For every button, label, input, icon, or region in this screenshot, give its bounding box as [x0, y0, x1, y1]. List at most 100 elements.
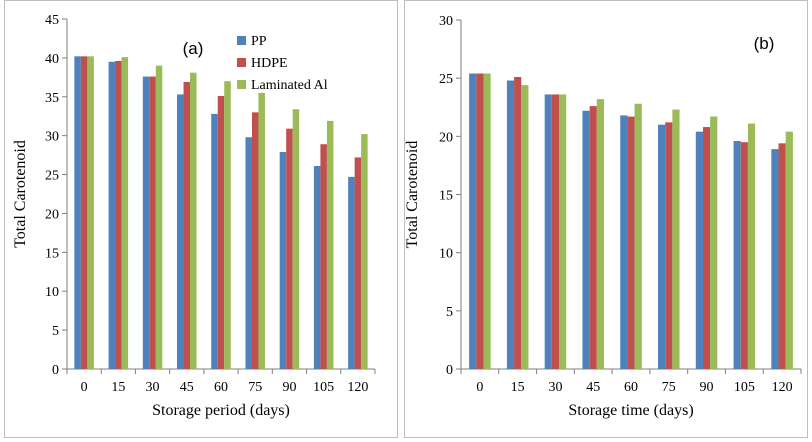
chart-b-bar-pp-0 [469, 73, 477, 369]
chart-a-bar-laminated-al-60 [224, 81, 231, 369]
chart-a-x-tick-label: 30 [146, 380, 160, 395]
chart-b-bar-hdpe-15 [514, 77, 522, 370]
chart-a-bar-laminated-al-120 [361, 134, 368, 369]
chart-a-y-tick-label: 35 [45, 91, 59, 106]
chart-a-x-tick-label: 15 [111, 380, 125, 395]
chart-b-bar-laminated-al-105 [747, 123, 756, 369]
chart-a-panel-label: (a) [183, 39, 204, 58]
chart-a-legend-label: Laminated Al [251, 78, 328, 93]
chart-b-bar-hdpe-90 [702, 127, 711, 369]
chart-a-bar-hdpe-60 [217, 96, 225, 369]
chart-a-bar-pp-120 [348, 176, 355, 369]
chart-a-bar-laminated-al-75 [258, 92, 265, 369]
chart-a-bar-pp-75 [245, 137, 252, 369]
chart-a-bar-pp-105 [313, 166, 321, 369]
chart-b-bar-laminated-al-15 [521, 85, 529, 369]
chart-b-x-tick-label: 120 [772, 380, 793, 395]
chart-a-legend-label: HDPE [251, 56, 288, 71]
chart-a-bar-hdpe-0 [80, 56, 88, 369]
chart-a-bar-hdpe-90 [286, 128, 293, 369]
chart-a-bar-pp-90 [279, 152, 287, 369]
chart-b-bar-pp-105 [733, 140, 741, 369]
chart-a-bar-hdpe-45 [183, 82, 191, 369]
chart-b-bar-pp-120 [771, 149, 779, 369]
chart-b-y-tick-label: 0 [446, 363, 453, 378]
chart-b-y-tick-label: 15 [439, 189, 453, 204]
chart-a-x-tick-label: 105 [313, 380, 334, 395]
chart-b-x-tick-label: 90 [700, 380, 714, 395]
chart-panel-b: 0 5 10 15 20 25 30 0 15 30 45 60 75 90 105 120 Storage t… [404, 0, 808, 438]
chart-a-bar-hdpe-105 [320, 144, 327, 369]
chart-a-x-tick-label: 90 [282, 380, 296, 395]
chart-b-bar-hdpe-0 [476, 73, 484, 369]
chart-b-bar-hdpe-45 [589, 106, 597, 369]
chart-b-x-tick-label: 45 [586, 380, 600, 395]
chart-b-y-tick-label: 25 [439, 72, 453, 87]
chart-b-x-tick-label: 30 [548, 380, 562, 395]
chart-a-bar-pp-15 [108, 61, 116, 370]
chart-b-x-tick-label: 15 [511, 380, 525, 395]
chart-a-y-tick-label: 45 [45, 13, 59, 28]
chart-a-legend-label: PP [251, 34, 267, 49]
chart-a-x-tick-label: 60 [214, 380, 228, 395]
chart-b-bar-hdpe-120 [778, 143, 786, 369]
chart-b-svg: 0 5 10 15 20 25 30 0 15 30 45 60 75 90 105 120 Storage t… [405, 14, 802, 419]
chart-a-bar-laminated-al-15 [121, 57, 129, 369]
chart-a-y-tick-label: 25 [45, 169, 59, 184]
chart-a-y-tick-label: 30 [45, 130, 59, 145]
chart-b-y-tick-label: 10 [439, 247, 453, 262]
chart-a-bar-hdpe-120 [354, 157, 362, 369]
chart-a-y-tick-label: 5 [52, 324, 59, 339]
chart-a-svg: 0 5 10 15 20 25 30 35 40 45 0 15 30 45 60 75 90 105 120 Sto… [12, 13, 376, 419]
chart-b-bar-hdpe-105 [740, 142, 748, 369]
chart-b-x-tick-label: 75 [662, 380, 676, 395]
chart-a-legend-swatch-laminated-al [237, 80, 246, 89]
chart-a-y-axis-title: Total Carotenoid [12, 140, 29, 248]
chart-b-bar-laminated-al-0 [483, 73, 491, 369]
chart-b-bar-laminated-al-90 [710, 116, 718, 369]
chart-b-x-tick-label: 0 [476, 380, 483, 395]
chart-b-bar-laminated-al-45 [596, 99, 604, 370]
chart-a-legend-swatch-hdpe [237, 58, 246, 67]
chart-b-bar-hdpe-75 [665, 122, 673, 369]
chart-a-y-tick-label: 20 [45, 207, 59, 222]
chart-b-bar-pp-15 [506, 80, 515, 369]
chart-a-bar-pp-60 [211, 113, 218, 369]
chart-b-bar-laminated-al-60 [634, 103, 642, 369]
chart-b-y-axis-title: Total Carotenoid [405, 141, 421, 249]
chart-a-bar-hdpe-30 [149, 76, 156, 370]
chart-a-y-tick-label: 40 [45, 52, 59, 67]
chart-b-x-tick-label: 60 [624, 380, 638, 395]
chart-a-legend-swatch-pp [237, 36, 246, 45]
chart-a-y-tick-label: 0 [52, 363, 59, 378]
chart-panel-a: 0 5 10 15 20 25 30 35 40 45 0 15 30 45 60 75 90 105 120 Sto… [4, 0, 398, 438]
chart-a-bar-hdpe-15 [115, 61, 122, 369]
chart-b-bar-laminated-al-75 [672, 109, 680, 370]
chart-a-bar-laminated-al-90 [292, 109, 300, 369]
chart-a-x-tick-label: 120 [347, 380, 368, 395]
chart-a-y-tick-label: 10 [45, 285, 59, 300]
chart-a-bar-laminated-al-105 [326, 120, 334, 369]
chart-a-x-tick-label: 45 [180, 380, 194, 395]
chart-a-bar-laminated-al-0 [87, 56, 94, 369]
chart-b-y-tick-label: 5 [446, 305, 453, 320]
chart-b-bar-hdpe-60 [627, 116, 635, 369]
chart-a-bar-laminated-al-30 [155, 65, 163, 370]
chart-b-x-axis-title: Storage time (days) [568, 402, 693, 419]
chart-a-bar-pp-45 [177, 94, 184, 369]
chart-b-y-tick-label: 20 [439, 130, 453, 145]
chart-b-bar-laminated-al-30 [559, 94, 567, 369]
chart-b-bar-pp-60 [620, 115, 628, 369]
chart-a-bar-pp-0 [74, 56, 81, 369]
chart-b-bar-laminated-al-120 [785, 131, 793, 369]
chart-b-bar-pp-90 [695, 131, 703, 369]
chart-a-bar-hdpe-75 [251, 112, 259, 369]
chart-b-panel-label: (b) [754, 34, 775, 53]
chart-b-y-tick-label: 30 [439, 14, 453, 29]
chart-b-bar-pp-30 [544, 94, 552, 369]
chart-a-bar-pp-30 [142, 76, 150, 370]
chart-a-x-tick-label: 75 [248, 380, 262, 395]
chart-b-bar-hdpe-30 [551, 94, 560, 369]
chart-b-bar-pp-75 [658, 124, 666, 369]
chart-a-y-tick-label: 15 [45, 246, 59, 261]
